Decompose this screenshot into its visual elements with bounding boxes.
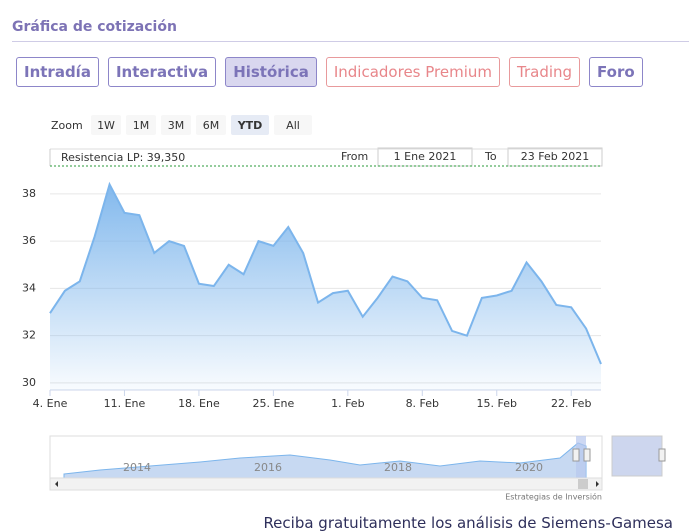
tab[interactable]: Histórica <box>225 57 317 87</box>
navigator-label: 2018 <box>384 461 412 474</box>
zoom-button[interactable] <box>161 115 191 135</box>
navigator-mask <box>576 436 586 478</box>
x-tick-label: 22. Feb <box>551 397 591 410</box>
zoom-button-label[interactable]: All <box>286 119 300 132</box>
zoom-button[interactable] <box>91 115 121 135</box>
navigator <box>49 435 666 491</box>
range-from-label: From <box>341 150 368 163</box>
page-title: Gráfica de cotización <box>12 19 177 35</box>
area-fill <box>50 184 601 390</box>
zoom-button[interactable] <box>231 115 269 135</box>
zoom-button-label[interactable]: 1M <box>133 119 150 132</box>
zoom-button-label[interactable]: 1W <box>97 119 115 132</box>
navigator-label: 2016 <box>254 461 282 474</box>
navigator-handle[interactable] <box>572 448 580 462</box>
zoom-button-label[interactable]: 3M <box>168 119 185 132</box>
tab[interactable]: Indicadores Premium <box>325 57 500 87</box>
navigator-selection <box>611 435 663 477</box>
zoom-button-label[interactable]: YTD <box>237 119 263 132</box>
x-tick-label: 11. Ene <box>104 397 146 410</box>
range-to-label: To <box>484 150 497 163</box>
divider <box>12 41 689 42</box>
x-tick-label: 8. Feb <box>406 397 439 410</box>
price-line <box>49 181 602 365</box>
y-tick-label: 30 <box>22 376 36 389</box>
annotation: Resistencia LP: 39,350 <box>61 151 185 164</box>
navigator-label: 2014 <box>123 461 151 474</box>
y-tick-label: 38 <box>22 187 36 200</box>
navigator-handle[interactable] <box>658 448 666 462</box>
y-tick-label: 36 <box>22 234 36 247</box>
x-tick-label: 15. Feb <box>477 397 517 410</box>
range-from-box[interactable] <box>377 147 473 167</box>
range-from[interactable]: 1 Ene 2021 <box>394 150 457 163</box>
scrollbar-thumb[interactable] <box>578 479 588 489</box>
credits: Estrategias de Inversión <box>505 492 602 502</box>
tab[interactable]: Intradía <box>16 57 99 87</box>
zoom-button[interactable] <box>274 115 312 135</box>
tab-bar: Intradía Interactiva Histórica Indicadores … <box>16 57 643 87</box>
x-tick-label: 25. Ene <box>253 397 295 410</box>
zoom-label: Zoom <box>51 119 83 132</box>
x-tick-label: 18. Ene <box>178 397 220 410</box>
y-tick-label: 34 <box>22 281 36 294</box>
zoom-button[interactable] <box>126 115 156 135</box>
tab[interactable]: Trading <box>509 57 581 87</box>
tab[interactable]: Foro <box>589 57 643 87</box>
zoom-button-label[interactable]: 6M <box>203 119 220 132</box>
y-tick-label: 32 <box>22 329 36 342</box>
zoom-button[interactable] <box>196 115 226 135</box>
scrollbar[interactable] <box>49 477 603 491</box>
x-tick-label: 4. Ene <box>33 397 68 410</box>
footer-text: Reciba gratuitamente los análisis de Sie… <box>263 514 673 532</box>
tab[interactable]: Interactiva <box>107 57 217 87</box>
range-to[interactable]: 23 Feb 2021 <box>521 150 589 163</box>
navigator-label: 2020 <box>515 461 543 474</box>
navigator-handle[interactable] <box>583 448 591 462</box>
x-tick-label: 1. Feb <box>331 397 364 410</box>
